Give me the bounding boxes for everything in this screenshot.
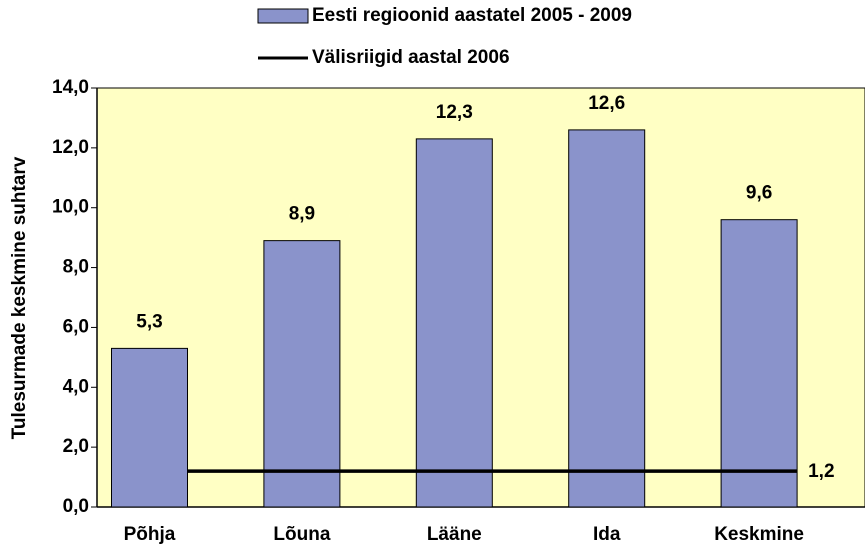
y-tick-label: 2,0 [63,436,89,457]
y-tick-label: 12,0 [52,137,89,158]
data-label: 12,3 [436,102,473,123]
y-axis-title: Tulesurmade keskmine suhtarv [9,156,30,439]
bar [568,129,646,508]
data-label: 9,6 [746,183,772,204]
bar [720,219,798,508]
bar [415,138,493,508]
y-tick-label: 10,0 [52,197,89,218]
x-tick-label: Lääne [427,524,482,545]
legend-label: Eesti regioonid aastatel 2005 - 2009 [312,5,632,26]
data-label: 1,2 [808,461,834,482]
data-label: 12,6 [588,93,625,114]
y-tick-label: 8,0 [63,257,89,278]
x-tick-label: Keskmine [714,524,804,545]
data-label: 8,9 [289,204,315,225]
legend-label: Välisriigid aastal 2006 [312,47,510,68]
y-tick-label: 6,0 [63,316,89,337]
y-tick-label: 0,0 [63,496,89,517]
y-tick-label: 4,0 [63,376,89,397]
y-tick-label: 14,0 [52,77,89,98]
x-tick-label: Põhja [124,524,176,545]
bar [263,240,341,508]
bar [111,347,188,508]
x-tick-label: Lõuna [273,524,330,545]
data-label: 5,3 [136,311,162,332]
x-tick-label: Ida [593,524,621,545]
legend-swatch [257,8,309,24]
